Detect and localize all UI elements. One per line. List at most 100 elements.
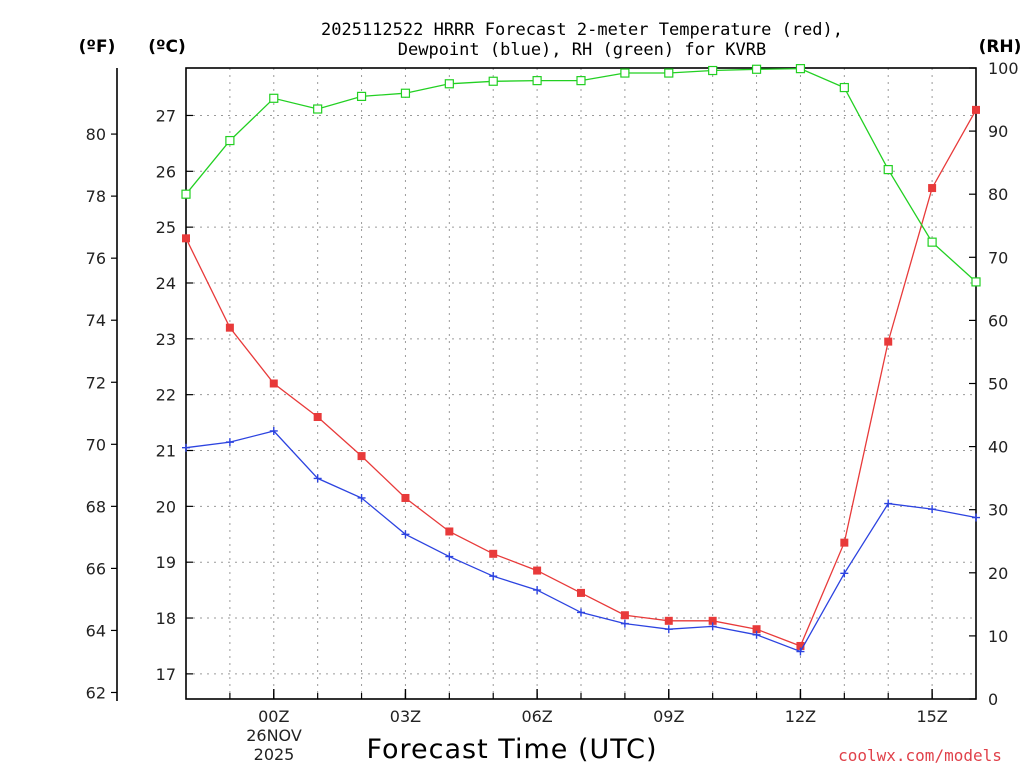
dewpoint-point — [269, 426, 278, 435]
fahrenheit-tick-label: 72 — [86, 373, 106, 392]
fahrenheit-tick-label: 66 — [86, 559, 106, 578]
temperature-point — [664, 616, 673, 625]
dewpoint-point — [225, 438, 234, 447]
celsius-tick-label: 22 — [156, 386, 176, 405]
dewpoint-point — [182, 443, 190, 452]
series-group — [181, 64, 981, 656]
rh-tick-label: 80 — [988, 185, 1008, 204]
temperature-point — [840, 538, 849, 547]
dewpoint-point — [401, 530, 410, 539]
dewpoint-point — [884, 499, 893, 508]
axes: 17 18 19 20 21 22 23 24 25 26 27 62 64 66 68 70 72 74 76 78… — [86, 59, 1019, 726]
temperature-point — [928, 184, 937, 193]
chart-title-line1: 2025112522 HRRR Forecast 2-meter Tempera… — [321, 20, 843, 40]
temperature-point — [182, 234, 190, 243]
rh-point — [488, 76, 498, 86]
temperature-point — [620, 611, 629, 620]
rh-point — [795, 64, 806, 74]
temperature-point — [577, 588, 585, 597]
temperature-point — [489, 549, 498, 558]
grid-lines — [186, 68, 976, 699]
fahrenheit-tick-label: 76 — [86, 249, 106, 268]
rh-tick-label: 40 — [988, 438, 1008, 457]
dewpoint-point — [840, 569, 849, 578]
rh-point — [751, 64, 762, 74]
celsius-tick-label: 27 — [156, 106, 176, 125]
date-line1: 26NOV — [246, 726, 302, 745]
dewpoint-point — [664, 625, 673, 634]
fahrenheit-tick-label: 64 — [86, 621, 106, 640]
rh-point — [225, 135, 235, 146]
celsius-tick-label: 17 — [156, 665, 176, 684]
rh-tick-label: 50 — [988, 375, 1008, 394]
rh-point — [181, 189, 191, 199]
rh-tick-label: 10 — [988, 627, 1008, 646]
dewpoint-point — [928, 505, 937, 514]
temperature-point — [972, 105, 980, 114]
temperature-point — [884, 337, 893, 346]
rh-point — [576, 76, 586, 86]
rh-point — [664, 68, 674, 78]
dewpoint-point — [752, 630, 761, 639]
rh-point — [269, 93, 279, 103]
series-line-rh — [185, 67, 977, 283]
chart-title-line2: Dewpoint (blue), RH (green) for KVRB — [398, 40, 766, 60]
temperature-point — [401, 493, 410, 502]
series-line-dewpoint — [185, 430, 977, 653]
celsius-tick-label: 25 — [156, 218, 176, 237]
fahrenheit-tick-label: 70 — [86, 435, 106, 454]
credit-text: coolwx.com/models — [838, 746, 1002, 765]
rh-tick-label: 70 — [988, 248, 1008, 267]
temperature-point — [752, 625, 761, 634]
dewpoint-point — [708, 622, 717, 631]
temperature-point — [313, 413, 322, 422]
rh-point — [708, 65, 718, 76]
celsius-tick-label: 23 — [156, 330, 176, 349]
celsius-tick-label: 24 — [156, 274, 176, 293]
celsius-tick-label: 20 — [156, 497, 176, 516]
x-tick-label: 09Z — [653, 707, 684, 726]
dewpoint-point — [489, 572, 498, 581]
rh-tick-label: 20 — [988, 564, 1008, 583]
fahrenheit-tick-label: 62 — [86, 683, 106, 702]
celsius-tick-label: 21 — [156, 442, 176, 461]
dewpoint-point — [972, 513, 980, 522]
temperature-point — [533, 566, 542, 575]
rh-point — [400, 88, 411, 98]
date-line2: 2025 — [254, 745, 295, 764]
x-tick-label: 03Z — [390, 707, 421, 726]
temperature-point — [357, 452, 366, 461]
celsius-tick-label: 18 — [156, 609, 176, 628]
rh-unit-label: (RH) — [979, 37, 1022, 57]
fahrenheit-unit-label: (ºF) — [79, 37, 116, 57]
rh-tick-label: 90 — [988, 122, 1008, 141]
x-tick-label: 12Z — [785, 707, 816, 726]
temperature-point — [269, 379, 278, 388]
fahrenheit-tick-label: 74 — [86, 311, 106, 330]
celsius-unit-label: (ºC) — [148, 37, 186, 57]
dewpoint-point — [533, 586, 542, 595]
rh-tick-label: 100 — [988, 59, 1019, 78]
temperature-point — [708, 616, 717, 625]
x-tick-label: 15Z — [916, 707, 947, 726]
fahrenheit-tick-label: 78 — [86, 187, 106, 206]
temperature-point — [225, 323, 234, 332]
temperature-point — [445, 527, 454, 536]
rh-point — [971, 277, 981, 287]
rh-point — [927, 237, 937, 247]
rh-point — [532, 76, 542, 86]
rh-point — [444, 79, 454, 89]
x-tick-label: 06Z — [521, 707, 552, 726]
dewpoint-point — [445, 552, 454, 561]
celsius-tick-label: 26 — [156, 162, 176, 181]
x-axis-title: Forecast Time (UTC) — [366, 734, 657, 765]
dewpoint-point — [796, 647, 805, 656]
rh-tick-label: 60 — [988, 311, 1008, 330]
rh-point — [313, 104, 323, 114]
dewpoint-point — [313, 474, 322, 483]
rh-tick-label: 0 — [988, 690, 998, 709]
celsius-tick-label: 19 — [156, 553, 176, 572]
dewpoint-point — [357, 493, 366, 502]
rh-tick-label: 30 — [988, 501, 1008, 520]
